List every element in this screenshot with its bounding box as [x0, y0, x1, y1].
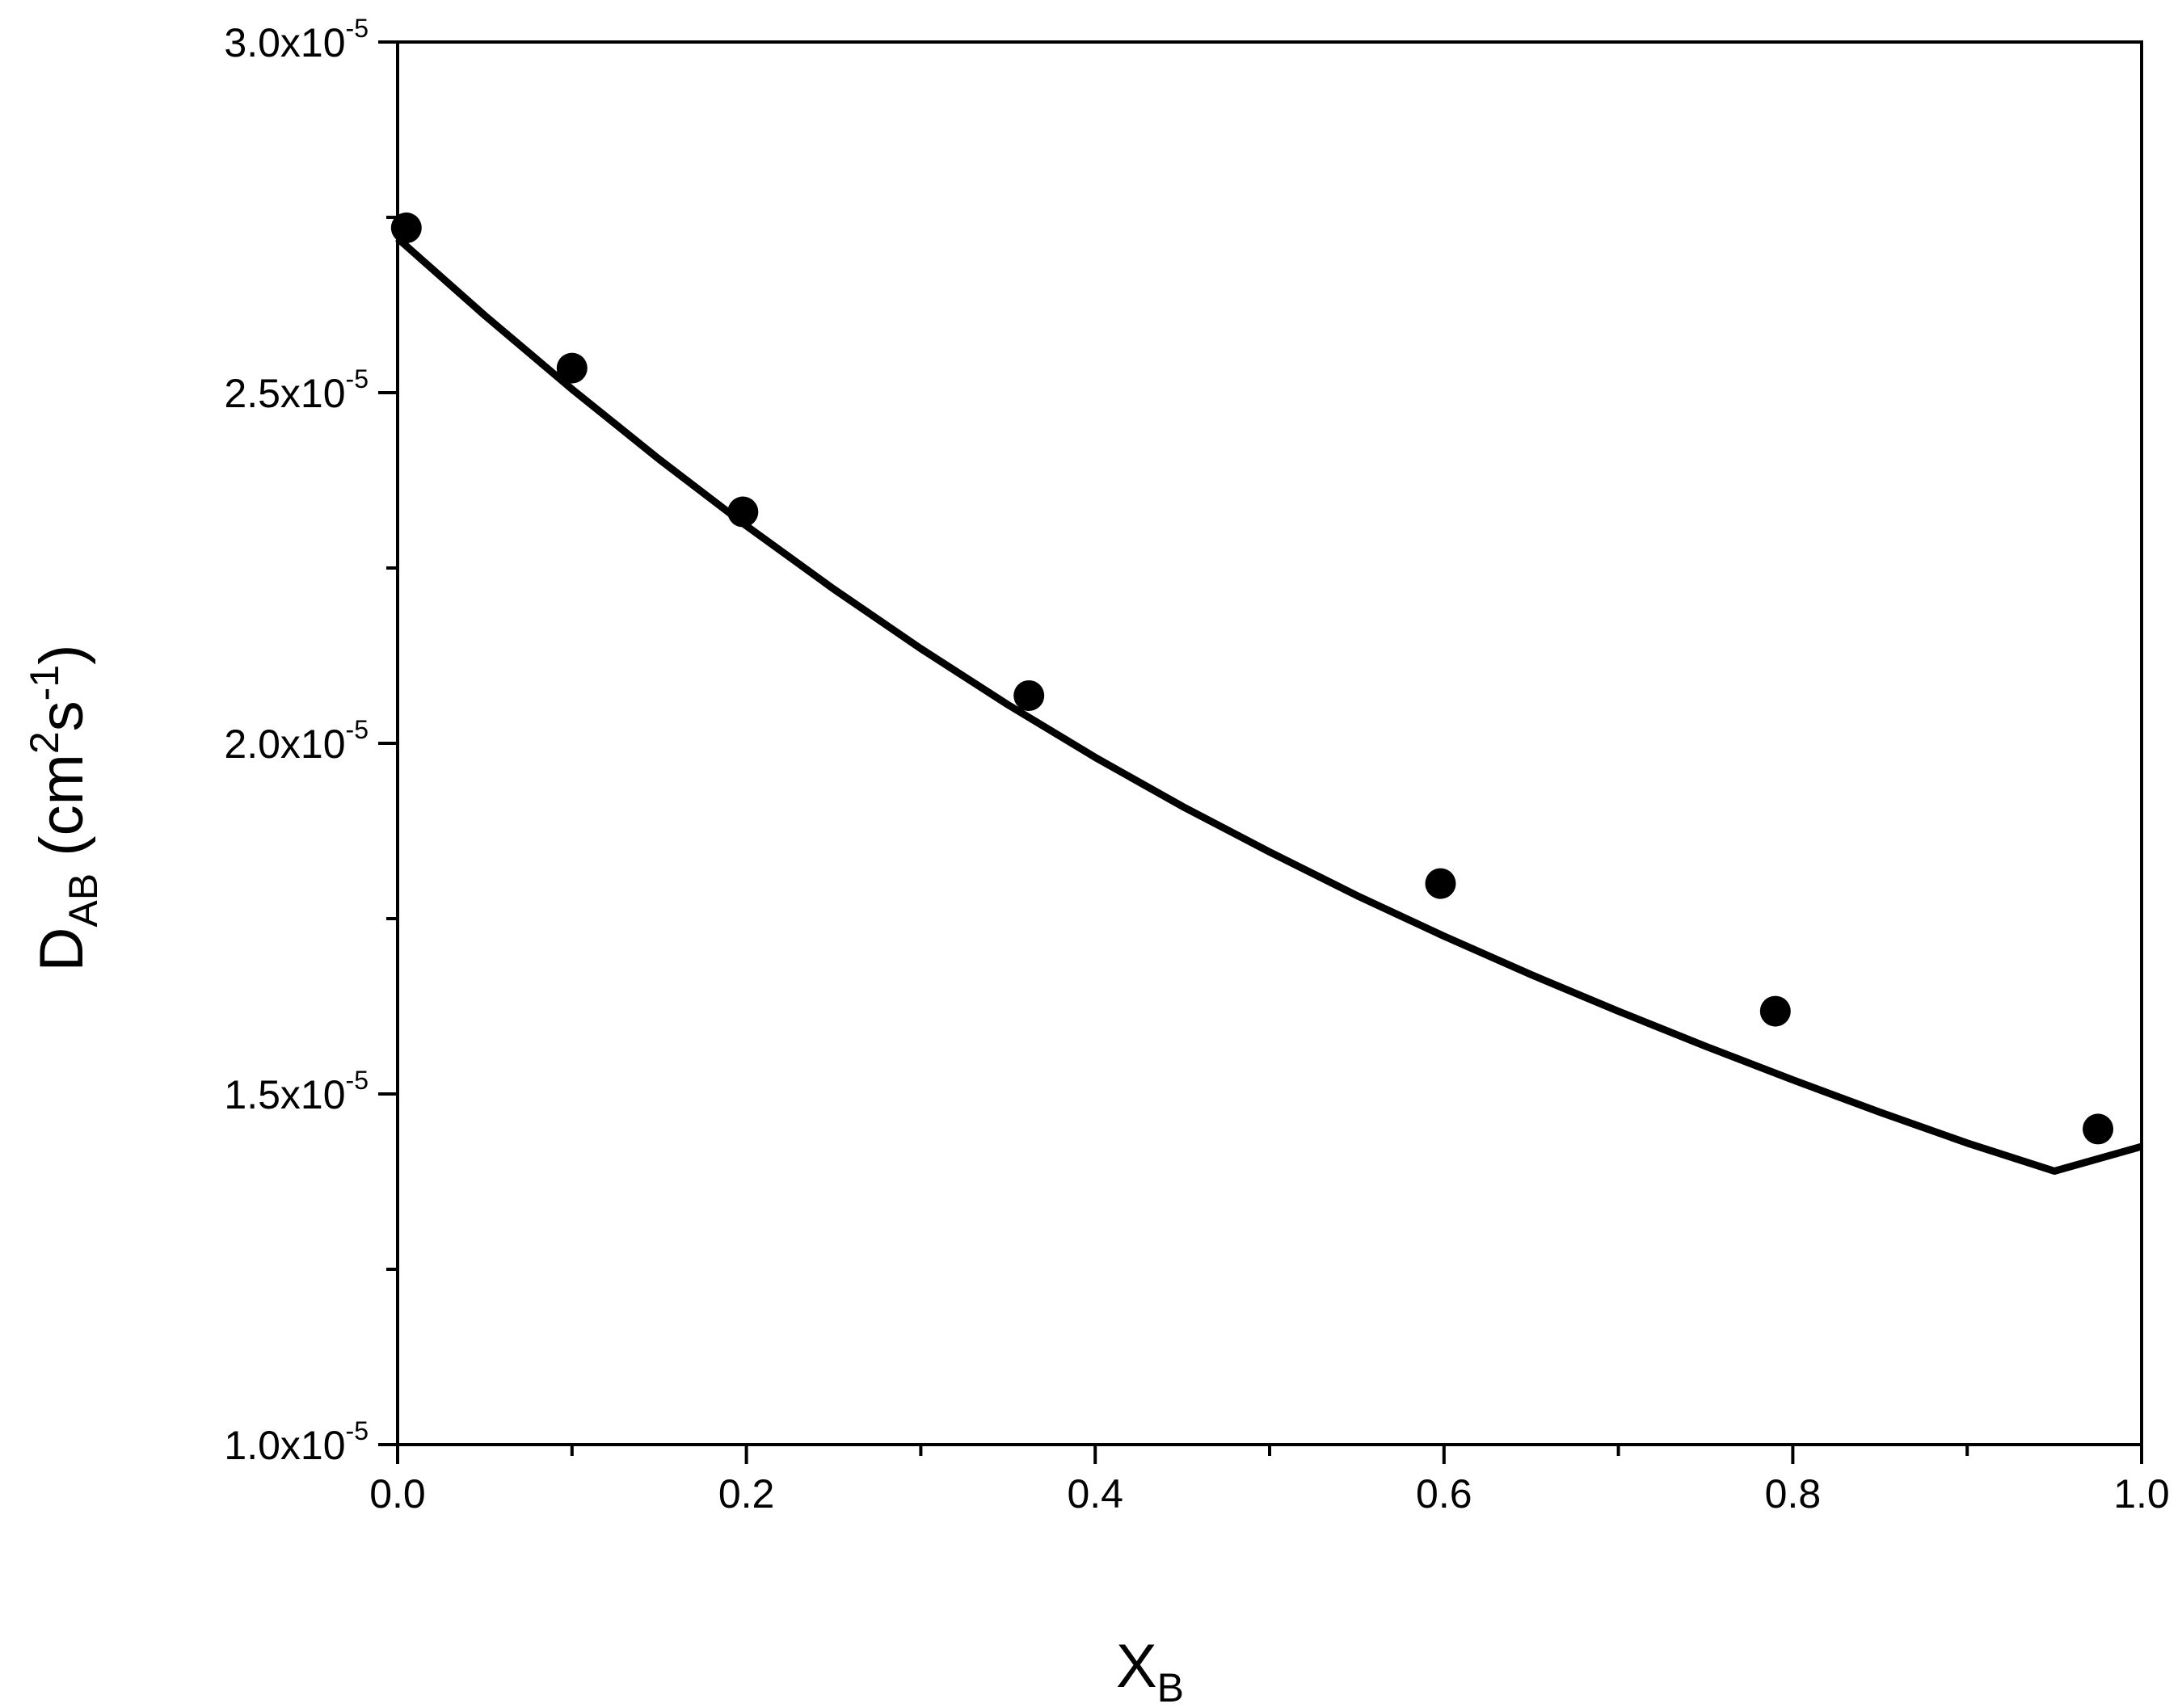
x-axis-title-main: X [1116, 1632, 1157, 1701]
x-axis-title: XB [1116, 1632, 1184, 1708]
y-tick-mantissa: 2.5x10 [224, 371, 345, 416]
x-tick-label: 0.4 [1067, 1471, 1123, 1517]
y-tick-mantissa: 2.0x10 [224, 721, 345, 767]
series-layer [390, 212, 2143, 1175]
y-axis-title-sup2: -1 [22, 665, 67, 700]
x-tick-label: 0.6 [1416, 1471, 1472, 1517]
data-point [727, 496, 759, 528]
y-tick-mantissa: 3.0x10 [224, 20, 345, 65]
data-point [2083, 1113, 2114, 1145]
y-tick-exponent: -5 [346, 364, 369, 393]
y-tick-label: 2.5x10-5 [224, 364, 369, 416]
y-axis: 1.0x10-51.5x10-52.0x10-52.5x10-53.0x10-5 [224, 14, 398, 1468]
y-tick-mantissa: 1.0x10 [224, 1423, 345, 1468]
y-tick-exponent: -5 [346, 715, 369, 744]
x-tick-label: 1.0 [2113, 1471, 2170, 1517]
y-tick-label: 2.0x10-5 [224, 715, 369, 767]
y-axis-title-mid: s [27, 700, 96, 731]
data-point [556, 352, 588, 384]
y-tick-exponent: -5 [346, 14, 369, 43]
y-tick-exponent: -5 [346, 1416, 369, 1445]
data-point [1759, 995, 1791, 1027]
x-tick-label: 0.0 [369, 1471, 426, 1517]
y-tick-mantissa: 1.5x10 [224, 1072, 345, 1117]
y-axis-title-unit-close: ) [27, 645, 96, 665]
plot-frame [396, 40, 2143, 1446]
y-tick-label: 1.0x10-5 [224, 1416, 369, 1468]
x-axis-title-sub: B [1157, 1665, 1184, 1708]
fit-curve [395, 235, 2143, 1175]
y-axis-title-sub: AB [61, 873, 106, 928]
x-axis: 0.0 0.2 0.4 0.6 0.8 1.0 [369, 1445, 2170, 1517]
y-axis-title-sup1: 2 [22, 731, 67, 754]
y-axis-title: DAB (cm2s-1) [22, 645, 106, 972]
data-point [1425, 868, 1456, 899]
x-tick-label: 0.8 [1765, 1471, 1822, 1517]
data-point [390, 212, 422, 244]
data-point [1013, 679, 1045, 711]
y-axis-title-unit-open: (cm [27, 754, 96, 873]
y-axis-title-main: D [27, 928, 96, 972]
y-tick-label: 1.5x10-5 [224, 1066, 369, 1117]
y-tick-exponent: -5 [346, 1066, 369, 1095]
x-tick-label: 0.2 [718, 1471, 775, 1517]
y-tick-label: 3.0x10-5 [224, 14, 369, 65]
plot-border [396, 40, 2143, 1446]
